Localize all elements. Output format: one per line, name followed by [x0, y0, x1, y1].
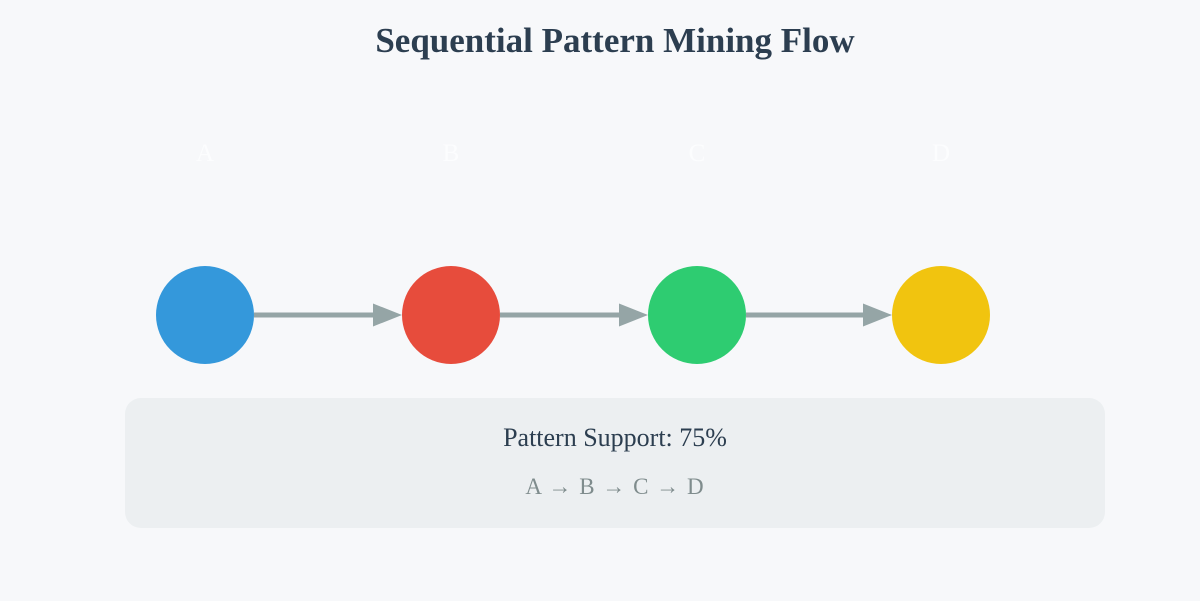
arrow-icon [254, 303, 402, 327]
support-text: Pattern Support: 75% [503, 423, 727, 452]
node-label: D [931, 140, 951, 167]
arrow-icon [746, 303, 892, 327]
flow-node-b: B [402, 140, 500, 364]
flow-node-d: D [892, 140, 990, 364]
node-circle [892, 266, 990, 364]
arrow-head-icon [619, 303, 648, 327]
arrow-head-icon [863, 303, 892, 327]
arrow-icon [500, 303, 648, 327]
support-panel: Pattern Support: 75% A → B → C → D [125, 398, 1105, 528]
node-label: A [195, 140, 215, 167]
node-circle [156, 266, 254, 364]
node-label: C [688, 140, 706, 167]
flow-node-c: C [648, 140, 746, 364]
flow-node-a: A [156, 140, 254, 364]
arrow-head-icon [373, 303, 402, 327]
node-label: B [442, 140, 460, 167]
node-circle [402, 266, 500, 364]
node-circle [648, 266, 746, 364]
page-title: Sequential Pattern Mining Flow [375, 21, 855, 60]
sequence-text: A → B → C → D [525, 474, 705, 499]
